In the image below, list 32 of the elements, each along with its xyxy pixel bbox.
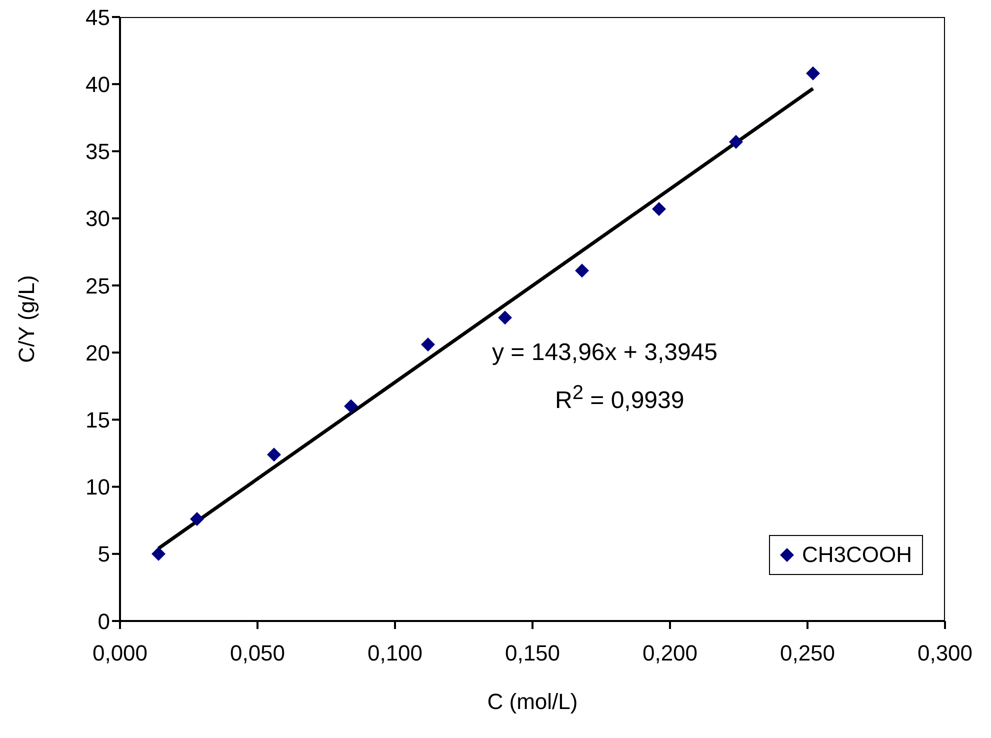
x-axis-title: C (mol/L) bbox=[487, 689, 578, 714]
x-tick-label: 0,000 bbox=[92, 640, 148, 666]
y-tick-label: 35 bbox=[86, 139, 110, 164]
annotation: R$^{2}$ = 0,9939 bbox=[555, 382, 684, 415]
point bbox=[575, 264, 589, 278]
legend-label: CH3COOH bbox=[802, 542, 912, 568]
x-tick-label: 0,050 bbox=[230, 640, 286, 666]
x-tick-label: 0,300 bbox=[917, 640, 973, 666]
point bbox=[421, 338, 435, 352]
point bbox=[806, 66, 820, 80]
point bbox=[190, 512, 204, 526]
y-tick-label: 20 bbox=[86, 340, 110, 366]
point bbox=[498, 310, 512, 325]
y-tick-label: 10 bbox=[86, 474, 110, 500]
x-tick-label: 0,250 bbox=[780, 640, 836, 666]
x-tick-label: 0,150 bbox=[504, 640, 560, 666]
y-tick-label: 30 bbox=[86, 206, 110, 232]
y-tick-label: 25 bbox=[86, 273, 110, 298]
y-axis-title: C/Y (g/L) bbox=[14, 275, 39, 363]
point bbox=[729, 134, 743, 149]
y-tick-label: 45 bbox=[86, 4, 110, 30]
y-tick-label: 40 bbox=[86, 72, 110, 97]
y-tick-label: 15 bbox=[86, 407, 110, 432]
point bbox=[652, 202, 666, 216]
x-tick-label: 0,100 bbox=[367, 640, 423, 666]
annotation: y = 143,96x + 3,3945 bbox=[492, 339, 718, 367]
y-tick-label: 0 bbox=[98, 608, 110, 634]
y-tick-label: 5 bbox=[98, 542, 110, 567]
x-tick-label: 0,200 bbox=[642, 640, 698, 666]
point bbox=[267, 448, 281, 462]
point bbox=[344, 399, 358, 414]
point bbox=[152, 546, 166, 561]
